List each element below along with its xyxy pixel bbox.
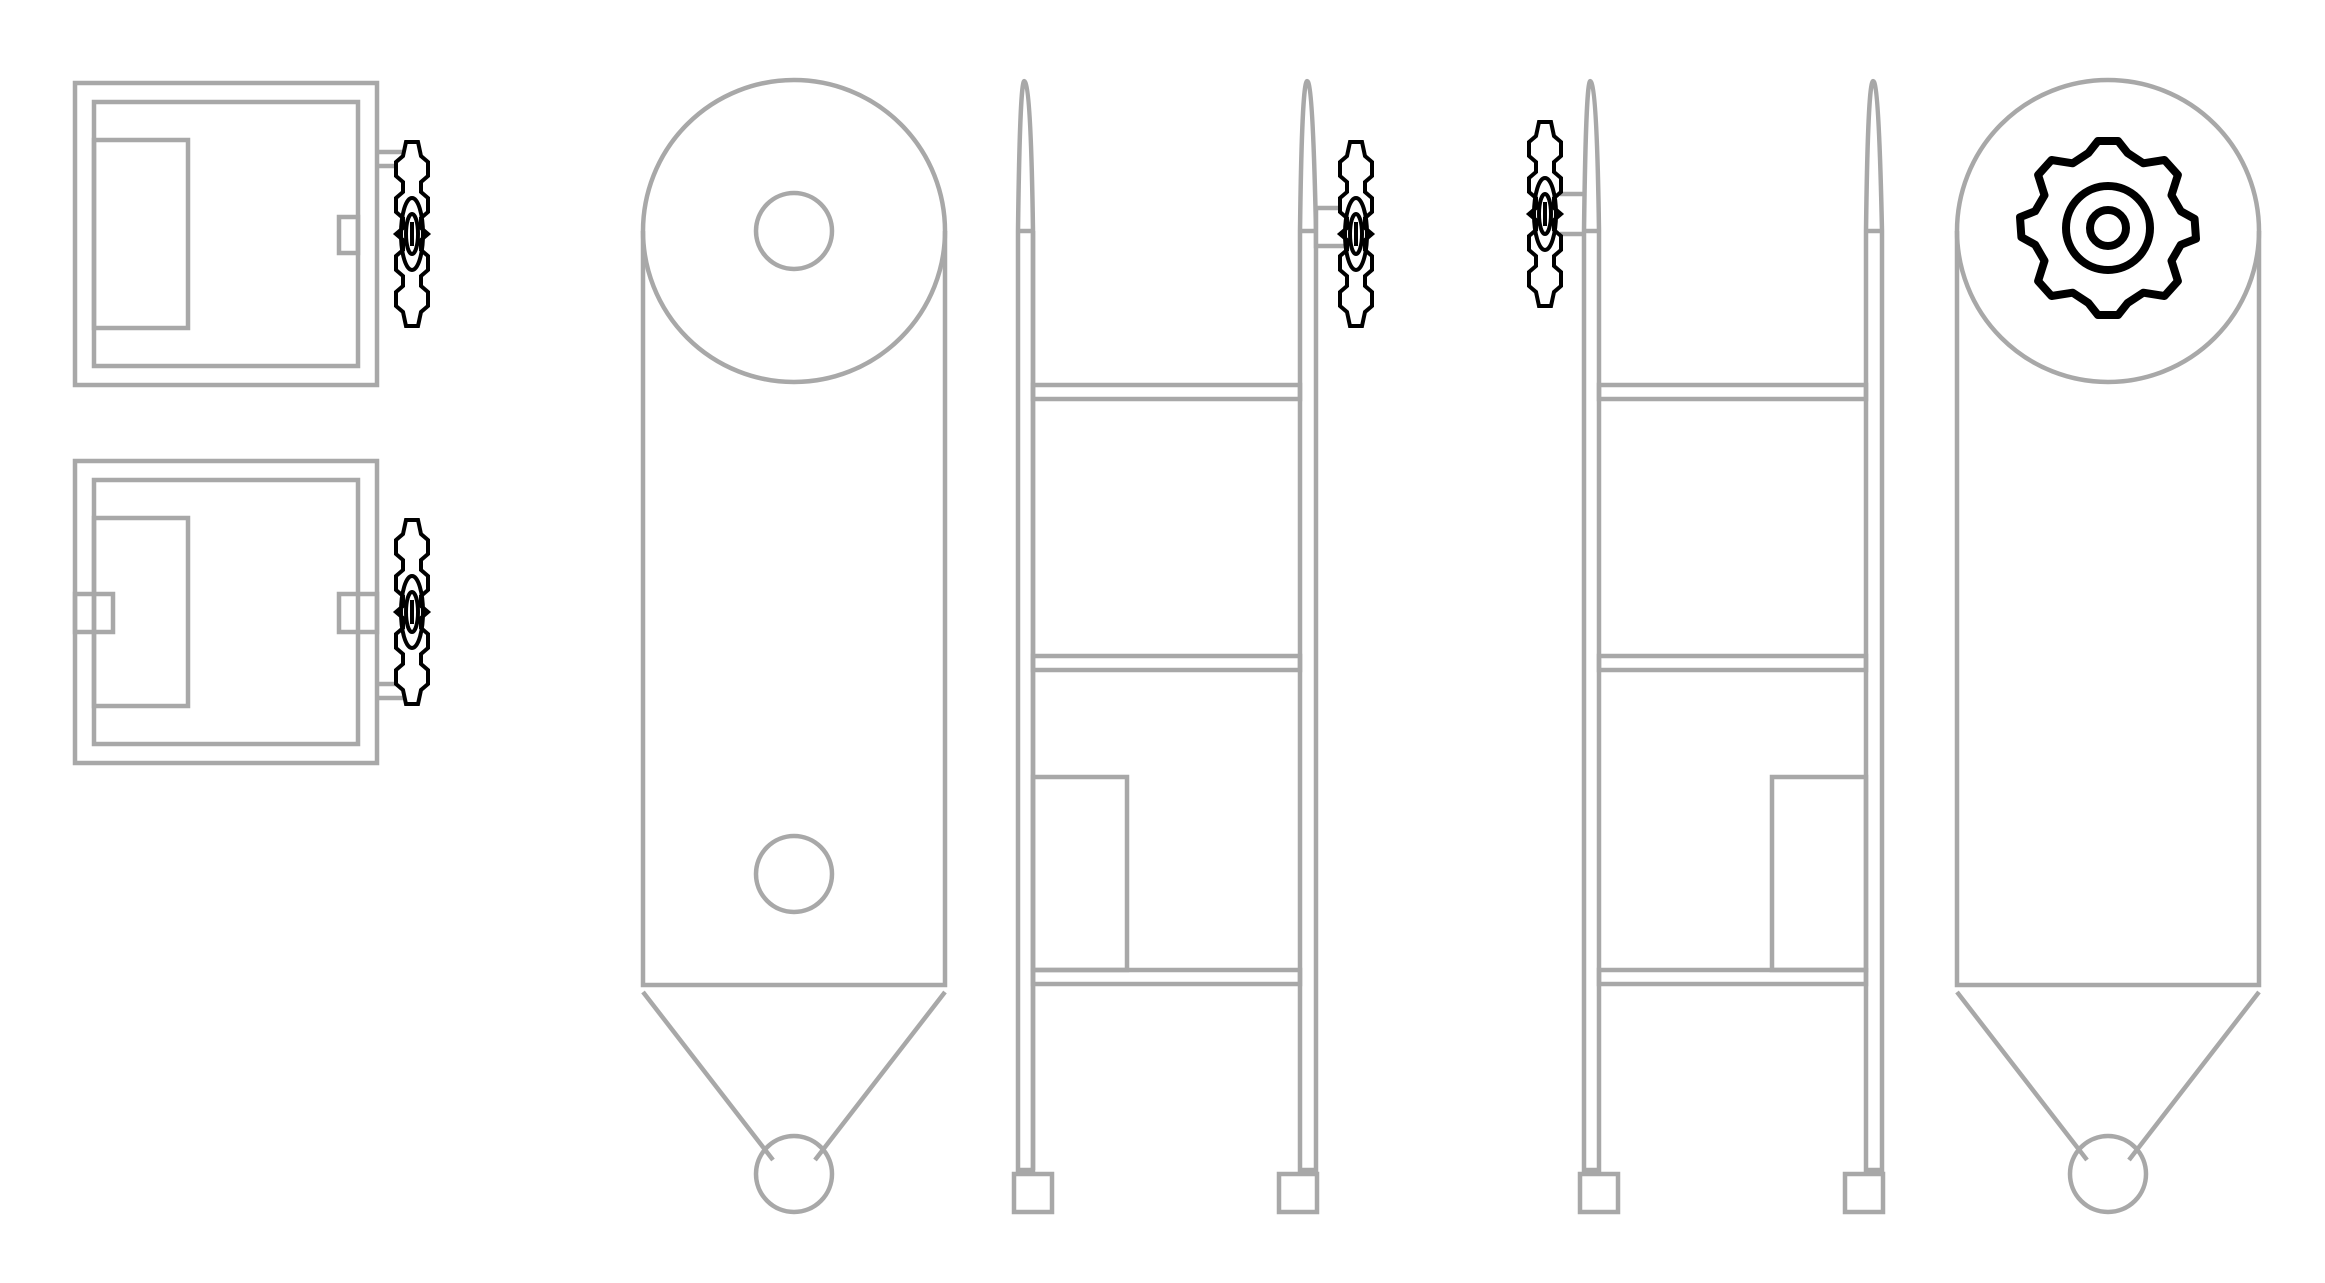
rear-view [1954,77,2262,1215]
gear-icon [394,140,430,328]
gear-icon [2016,137,2200,319]
section-view-right [1527,78,1886,1215]
gear-icon [1527,120,1563,308]
top-view-lower [72,458,430,766]
front-view [640,77,948,1215]
gear-icon [394,518,430,706]
top-view-upper [72,80,430,388]
gear-icon [1338,140,1374,328]
section-view-left [1011,78,1374,1215]
